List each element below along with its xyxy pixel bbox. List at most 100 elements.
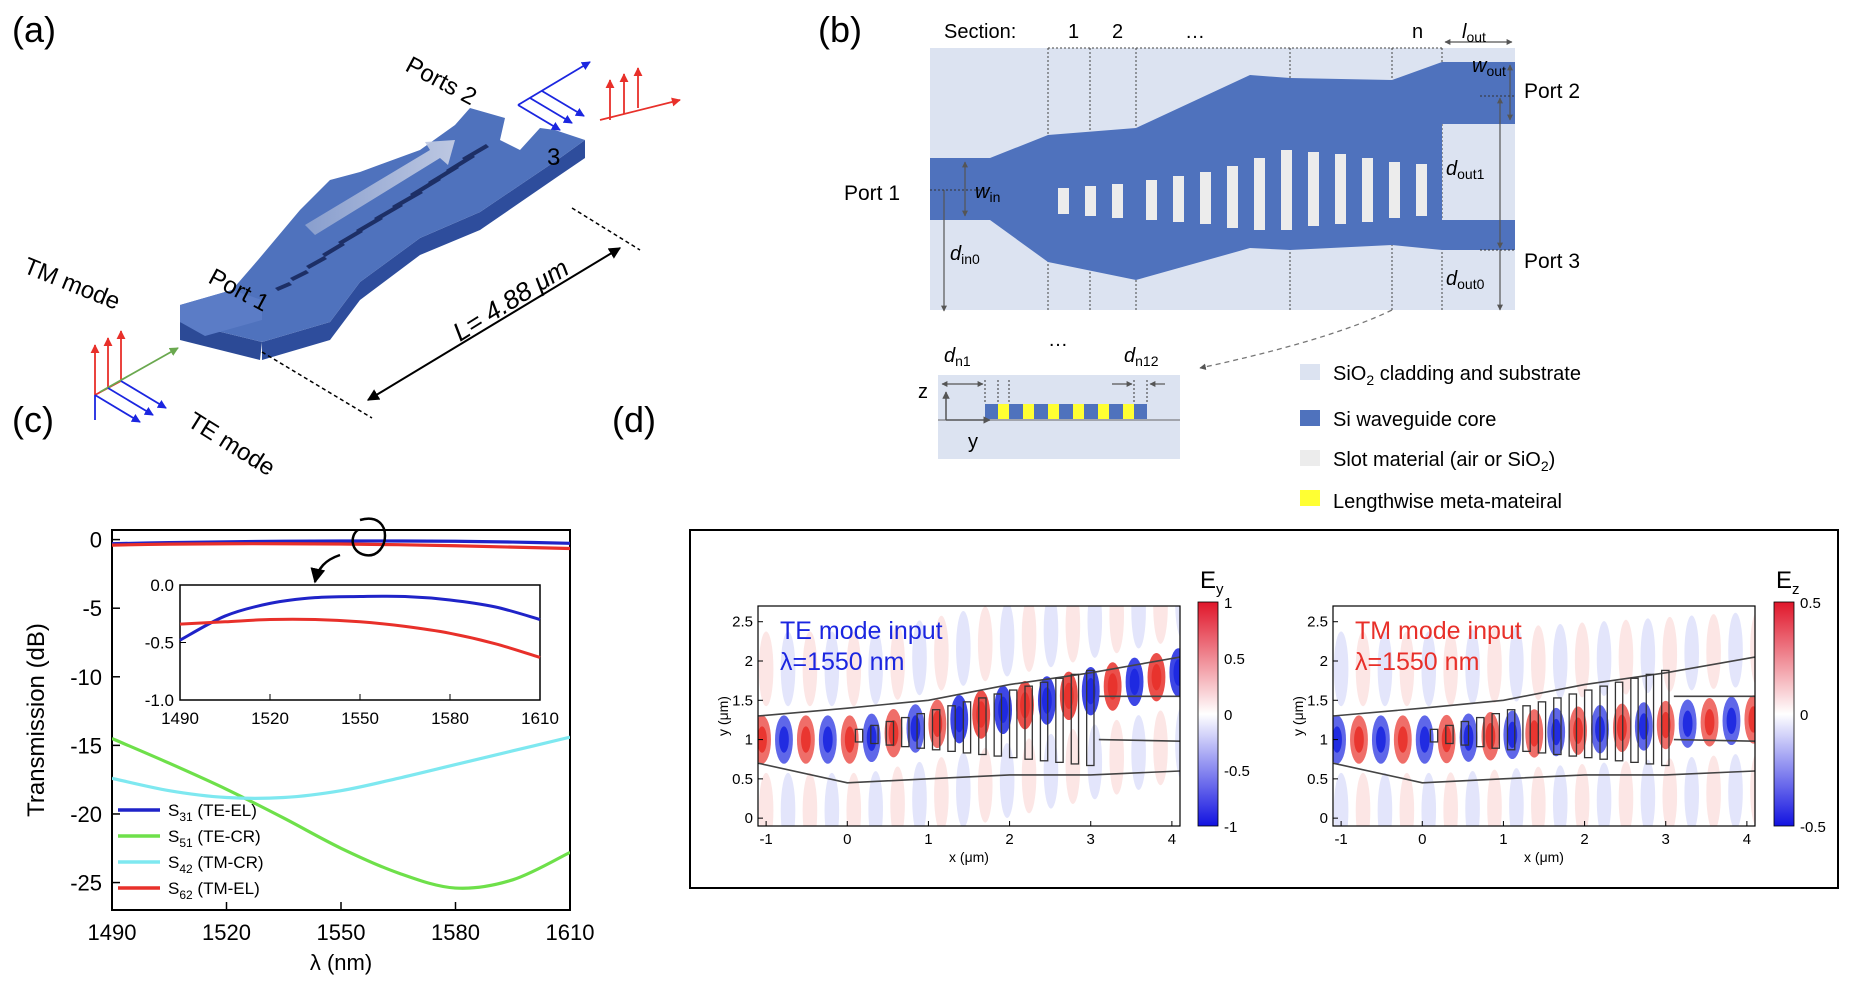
slot-outline — [1630, 677, 1639, 764]
colorbar-tick-label: 0.5 — [1224, 651, 1245, 668]
field-halo — [956, 611, 971, 686]
mode-annotation: TM mode input — [1355, 617, 1522, 645]
wavelength-annotation: λ=1550 nm — [1355, 648, 1479, 676]
field-halo — [780, 631, 796, 707]
d-n1-label: dn1 — [944, 345, 971, 369]
field-lobe-core — [822, 726, 833, 753]
field-lobe-core — [844, 726, 855, 753]
slot-outline — [1553, 697, 1562, 756]
field-halo — [1596, 762, 1612, 826]
field-halo — [868, 771, 883, 826]
slot-outline — [1008, 689, 1018, 759]
field-halo — [1684, 615, 1700, 691]
d-in0-label: din0 — [950, 243, 980, 267]
output-mode-arrows — [517, 61, 681, 131]
field-lobe-core — [1638, 713, 1649, 740]
zoom-loop-icon — [351, 517, 387, 557]
waveguide-lower-edge — [1333, 762, 1755, 784]
slot-outline — [1445, 724, 1454, 745]
field-halo — [1175, 606, 1180, 638]
y-tick-label: 1 — [1320, 732, 1328, 749]
port1-b-label: Port 1 — [844, 182, 900, 205]
slot-outline — [1599, 685, 1608, 760]
y-tick-label: 0.5 — [1307, 771, 1328, 788]
field-halo — [890, 766, 905, 826]
field-lobe-core — [998, 696, 1008, 724]
panel-d-frame — [689, 529, 1839, 889]
y-tick-label: 1.5 — [732, 692, 753, 709]
field-halo — [890, 625, 905, 700]
field-halo — [912, 761, 927, 826]
field-halo — [1021, 738, 1037, 814]
field-pattern — [758, 606, 1180, 826]
field-lobe-core — [1573, 717, 1583, 744]
field-halo — [1618, 619, 1634, 695]
section-ellipsis: … — [1185, 21, 1205, 43]
d-out1-label: dout1 — [1446, 158, 1485, 182]
legend-entry-31: S31 (TE-EL) — [168, 801, 257, 824]
field-halo — [1487, 628, 1502, 703]
field-pattern — [1333, 606, 1755, 826]
inset-x-tick-label: 1550 — [341, 709, 379, 728]
field-halo — [934, 757, 949, 826]
inset-y-tick-label: -0.5 — [145, 634, 174, 653]
field-halo — [846, 772, 862, 826]
field-lobe-core — [976, 701, 987, 728]
y-tick-label: 2 — [1320, 653, 1328, 670]
field-halo — [1153, 606, 1168, 644]
y-tick-label: 0 — [1320, 810, 1328, 827]
y-tick-label: -15 — [70, 733, 102, 758]
port3-label: 3 — [547, 144, 560, 171]
x-tick-label: 4 — [1168, 831, 1176, 848]
legend-swatch-cladding — [1300, 364, 1320, 380]
x-tick-label: 1580 — [431, 920, 480, 945]
y-tick-label: 1.5 — [1307, 692, 1328, 709]
output-port-edge — [1098, 738, 1180, 742]
slot-outline — [1039, 681, 1049, 762]
field-lobe-core — [779, 726, 789, 753]
tm-mode-label: TM mode — [20, 253, 124, 316]
field-halo — [1333, 631, 1349, 707]
waveguide-upper-edge — [758, 656, 1180, 717]
slot-outline — [1583, 689, 1593, 759]
panel-label-d: (d) — [612, 399, 656, 440]
section-n-label: n — [1412, 21, 1423, 43]
field-halo — [1487, 769, 1502, 826]
field-halo — [1509, 626, 1524, 702]
length-label: L= 4.88 μm — [447, 252, 574, 347]
field-lobe-core — [1173, 659, 1180, 686]
x-tick-label: -1 — [1334, 831, 1347, 848]
field-halo — [1087, 724, 1103, 800]
y-axis-label: y (μm) — [715, 696, 731, 736]
field-halo — [1750, 754, 1755, 826]
slot-outline — [885, 720, 895, 746]
y-tick-label: -20 — [70, 802, 102, 827]
d-n12-label: dn12 — [1124, 345, 1159, 369]
y-tick-label: 2 — [745, 653, 753, 670]
field-halo — [1355, 631, 1371, 707]
field-halo — [1043, 606, 1059, 668]
field-halo — [999, 743, 1015, 818]
x-tick-label: 2 — [1005, 831, 1013, 848]
field-halo — [999, 606, 1015, 677]
waveguide-lower-edge — [758, 762, 1180, 784]
legend-item-slot: Slot material (air or SiO2) — [1333, 449, 1555, 474]
field-halo — [1706, 614, 1721, 689]
field-lobe-core — [1441, 725, 1452, 753]
field-halo — [1662, 758, 1678, 826]
field-halo — [1662, 616, 1678, 692]
field-lobe-core — [1151, 663, 1162, 691]
slot-outline — [1475, 716, 1485, 748]
x-tick-label: 1610 — [546, 920, 595, 945]
legend-swatch-core — [1300, 410, 1320, 426]
series-line-42 — [112, 735, 570, 800]
y-axis-label: y (μm) — [1290, 696, 1306, 736]
te-field-map: -1 0 1 2 3 4 0 0.5 1 1.5 2 2.5 x (μm) y (μm) TE mode i… — [715, 567, 1250, 865]
slot-outline — [962, 701, 972, 754]
x-tick-label: 1 — [1499, 831, 1507, 848]
field-halo — [1153, 710, 1168, 786]
field-halo — [1175, 707, 1180, 779]
colorbar-tick-label: -0.5 — [1224, 763, 1250, 780]
field-lobe-core — [1063, 682, 1074, 710]
